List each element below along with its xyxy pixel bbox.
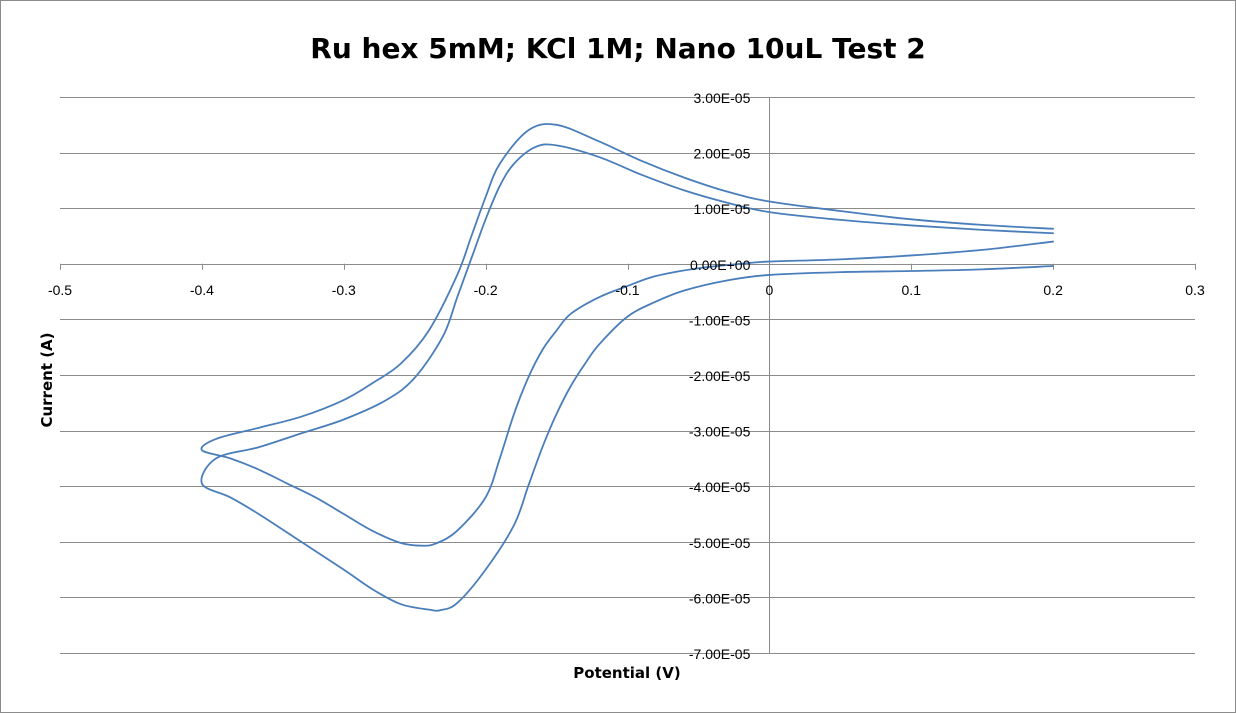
x-tick-label-8: 0.3 xyxy=(1185,282,1205,298)
y-tick-label-1: 2.00E-05 xyxy=(694,146,751,162)
y-tick-label-4: -1.00E-05 xyxy=(689,312,751,328)
y-tick-label-8: -5.00E-05 xyxy=(689,535,751,551)
x-tick-label-4: -0.1 xyxy=(615,282,639,298)
series-line-1 xyxy=(200,123,1055,547)
tick-labels: -0.5 -0.4 -0.3 -0.2 -0.1 0 0.1 0.2 0.3 3.00E-05 2.… xyxy=(48,90,1205,662)
y-tick-label-3: 0.00E+00 xyxy=(690,257,751,273)
y-axis-title: Current (A) xyxy=(38,332,56,427)
series-line-2 xyxy=(200,143,1055,612)
chart-title: Ru hex 5mM; KCl 1M; Nano 10uL Test 2 xyxy=(310,32,925,65)
x-tick-label-7: 0.2 xyxy=(1043,282,1063,298)
x-tick-label-3: -0.2 xyxy=(474,282,498,298)
x-tick-label-0: -0.5 xyxy=(48,282,72,298)
y-tick-label-0: 3.00E-05 xyxy=(694,90,751,106)
axes xyxy=(60,97,1196,654)
y-tick-label-9: -6.00E-05 xyxy=(689,590,751,606)
y-tick-label-5: -2.00E-05 xyxy=(689,368,751,384)
x-tick-label-2: -0.3 xyxy=(332,282,356,298)
y-tick-label-7: -4.00E-05 xyxy=(689,479,751,495)
x-tick-label-5: 0 xyxy=(765,282,773,298)
grid-lines xyxy=(60,97,1195,654)
x-tick-label-1: -0.4 xyxy=(190,282,214,298)
x-tick-label-6: 0.1 xyxy=(902,282,922,298)
y-tick-label-6: -3.00E-05 xyxy=(689,424,751,440)
x-axis-title: Potential (V) xyxy=(573,664,680,682)
series-layer xyxy=(200,123,1055,612)
y-tick-label-10: -7.00E-05 xyxy=(689,646,751,662)
y-tick-label-2: 1.00E-05 xyxy=(694,201,751,217)
